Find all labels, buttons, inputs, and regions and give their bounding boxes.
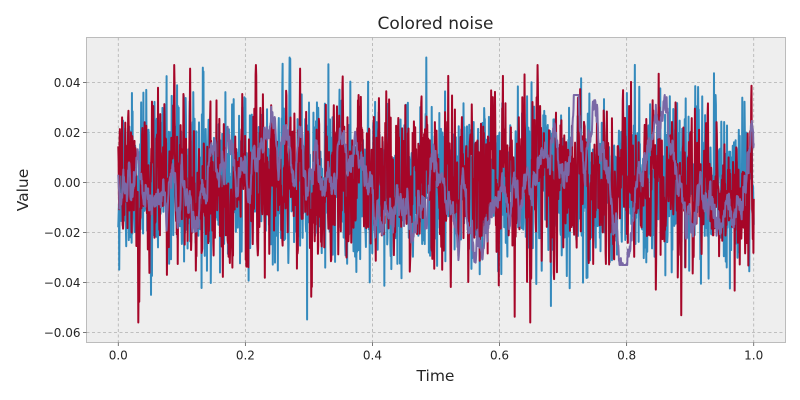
series-layer	[117, 56, 755, 324]
x-tick-label: 1.0	[744, 349, 763, 363]
x-tick-label: 0.8	[617, 349, 636, 363]
series-line-brown-noise	[117, 94, 755, 266]
chart-title: Colored noise	[378, 14, 494, 34]
x-tick-label: 0.4	[363, 349, 382, 363]
y-axis-label: Value	[14, 169, 32, 212]
y-tick-label: 0.04	[54, 76, 81, 90]
y-tick-label: 0.00	[54, 176, 81, 190]
x-tick-label: 0.2	[236, 349, 255, 363]
y-tick-label: 0.02	[54, 126, 81, 140]
y-tick-label: −0.06	[44, 326, 81, 340]
y-tick-label: −0.04	[44, 276, 81, 290]
axis-ticks: 0.0 0.2 0.4 0.6 0.8 1.0 0.04 0.02 0.00 −0.02 −0.04…	[44, 76, 764, 363]
series-line-pink-noise	[117, 64, 755, 324]
x-tick-label: 0.6	[490, 349, 509, 363]
y-tick-label: −0.02	[44, 226, 81, 240]
x-tick-label: 0.0	[109, 349, 128, 363]
series-line-white-noise	[117, 56, 755, 321]
x-axis-label: Time	[416, 367, 455, 385]
